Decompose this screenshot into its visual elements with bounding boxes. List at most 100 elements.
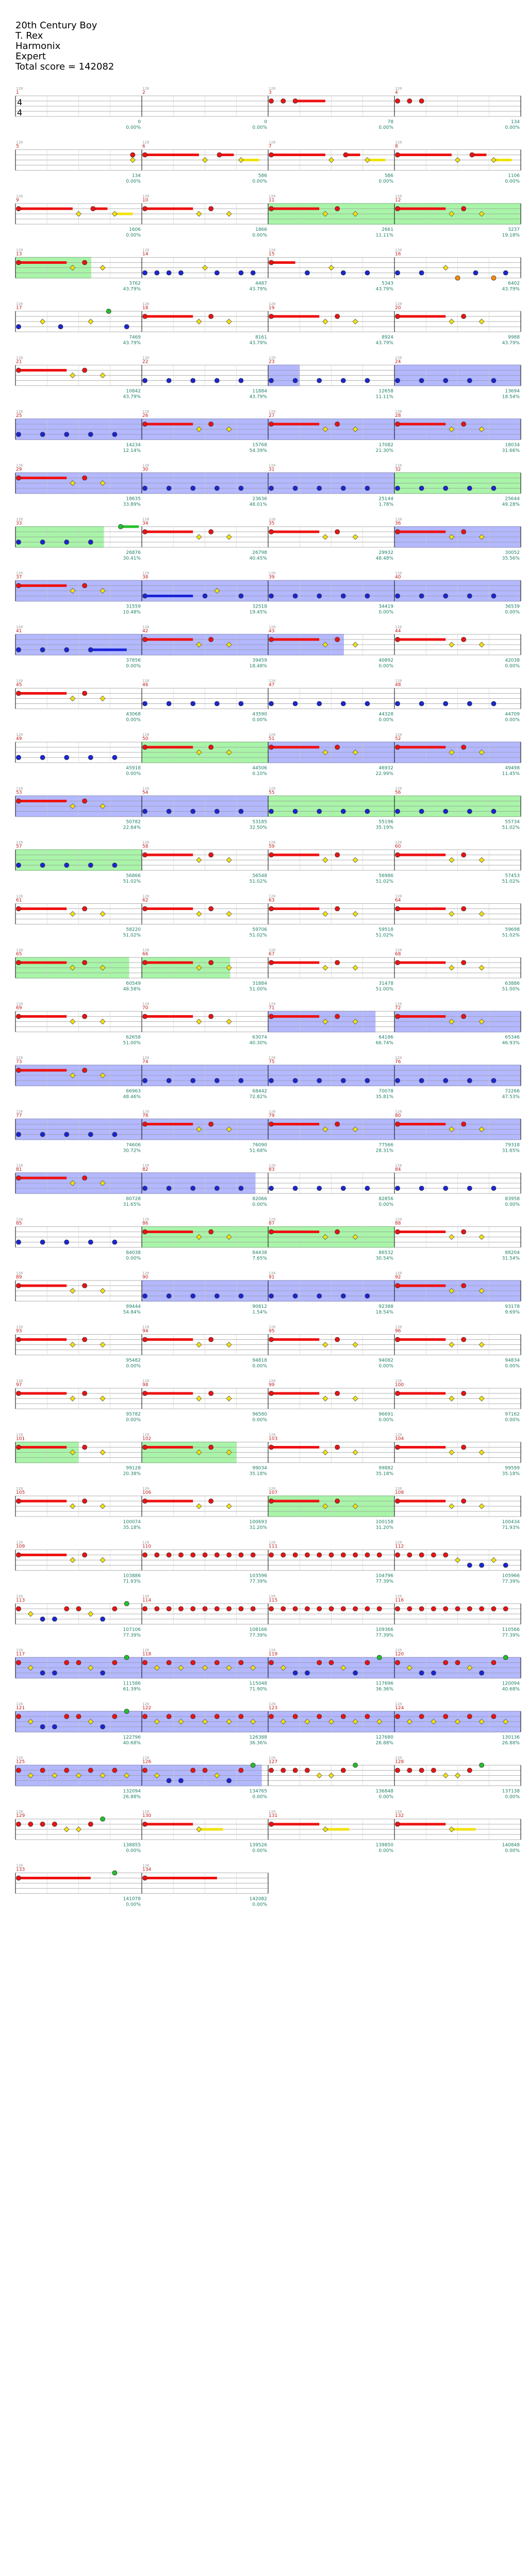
note-gem [82, 1337, 88, 1342]
note-gem [82, 798, 88, 804]
tempo-marker: 128 [16, 464, 23, 468]
sustain-bar [19, 1392, 67, 1395]
tempo-marker: 128 [269, 248, 275, 252]
measure-score: 29932 [378, 550, 393, 555]
note-gem [142, 529, 147, 534]
note-gem [467, 701, 472, 706]
note-gem [142, 422, 147, 427]
tempo-marker: 128 [269, 1487, 275, 1491]
measure-number: 87 [269, 1221, 274, 1226]
measure-percent: 11.11% [376, 395, 394, 400]
note-gem [395, 1391, 400, 1396]
measure-score: 96580 [252, 1412, 267, 1417]
measure-score: 586 [258, 174, 267, 179]
note-diamond [449, 911, 455, 917]
note-gem [40, 1132, 45, 1137]
measure-number: 83 [269, 1167, 274, 1172]
measure-percent: 18.54% [376, 1310, 394, 1315]
note-gem [88, 863, 93, 868]
tempo-marker: 128 [395, 1002, 402, 1006]
measure-score: 92388 [378, 1304, 393, 1309]
measure-number: 29 [16, 467, 22, 473]
measure-percent: 0.00% [505, 1418, 520, 1423]
note-diamond [226, 1018, 232, 1025]
note-diamond [70, 372, 76, 379]
sustain-bar [398, 530, 446, 533]
measure-percent: 18.48% [250, 664, 268, 669]
note-gem [292, 1670, 298, 1676]
measure-number: 43 [269, 629, 274, 634]
note-gem [280, 1767, 286, 1773]
note-gem [250, 1606, 256, 1611]
note-gem [64, 432, 70, 437]
note-gem [142, 593, 147, 599]
note-diamond [352, 1018, 358, 1025]
note-gem [106, 309, 111, 314]
note-gem [455, 1660, 460, 1665]
measure-number: 78 [142, 1114, 148, 1119]
note-diamond [100, 587, 106, 594]
note-gem [491, 485, 497, 491]
measure-percent: 40.30% [250, 1041, 268, 1046]
measure-percent: 0.00% [252, 1202, 267, 1207]
measure-number: 27 [269, 413, 274, 418]
note-gem [467, 1562, 472, 1568]
note-gem [467, 593, 472, 599]
note-gem [443, 1078, 449, 1083]
note-diamond [449, 642, 455, 648]
sustain-bar [271, 1500, 320, 1503]
measure-number: 95 [269, 1329, 274, 1334]
note-gem [166, 1606, 172, 1611]
note-diamond [88, 1719, 94, 1725]
note-diamond [214, 587, 220, 594]
note-diamond [478, 749, 485, 755]
tempo-marker: 128 [142, 1056, 149, 1060]
note-gem [16, 540, 21, 545]
measure-score: 14234 [126, 443, 141, 448]
measure-number: 61 [16, 898, 22, 903]
note-gem [90, 206, 96, 211]
tempo-marker: 128 [16, 948, 23, 952]
note-gem [166, 701, 172, 706]
note-diamond [27, 1664, 34, 1671]
measure-number: 84 [395, 1167, 401, 1172]
note-gem [100, 1617, 106, 1622]
measure-percent: 0.00% [505, 718, 520, 723]
measure-percent: 0.00% [378, 664, 393, 669]
sustain-bar [325, 1828, 350, 1831]
measure-number: 116 [395, 1598, 404, 1603]
sustain-bar [93, 207, 108, 210]
measure-percent: 77.39% [250, 1633, 268, 1638]
note-gem [503, 1562, 508, 1568]
note-diamond [478, 1126, 485, 1133]
sustain-bar [271, 261, 295, 264]
note-gem [190, 485, 196, 491]
measure-number: 99 [269, 1383, 275, 1388]
note-gem [269, 1391, 274, 1396]
note-diamond [478, 534, 485, 540]
measure-score: 65346 [505, 1035, 520, 1040]
tempo-marker: 128 [16, 787, 23, 791]
note-gem [190, 1714, 196, 1719]
note-diamond [196, 911, 202, 917]
note-gem [365, 1186, 370, 1191]
note-gem [88, 540, 93, 545]
measure-number: 10 [142, 198, 148, 203]
note-diamond [100, 480, 106, 486]
note-diamond [449, 1503, 455, 1509]
note-gem [461, 1391, 467, 1396]
note-gem [491, 1078, 497, 1083]
measure-percent: 21.30% [376, 448, 394, 453]
note-gem [190, 1552, 196, 1558]
note-diamond [322, 1018, 328, 1025]
measure-number: 77 [16, 1114, 22, 1119]
measure-score: 26798 [252, 550, 267, 555]
note-gem [395, 1822, 400, 1827]
note-gem [269, 906, 274, 912]
